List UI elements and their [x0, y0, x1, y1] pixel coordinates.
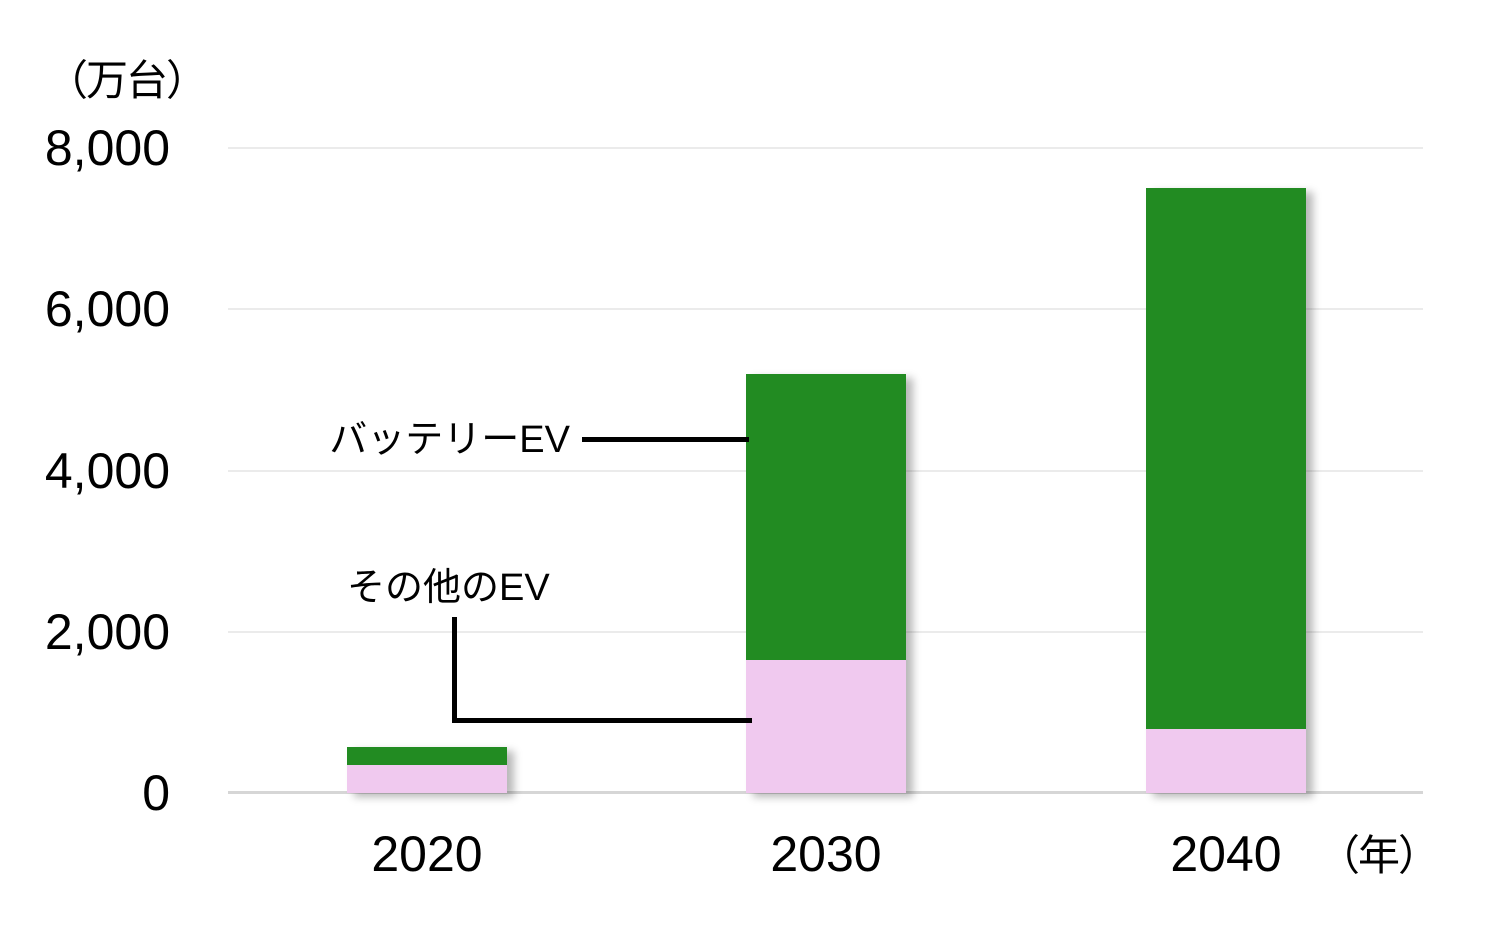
- x-tick-label: 2030: [770, 826, 882, 882]
- gridline: [228, 308, 1423, 311]
- bar-segment-battery-ev: [347, 747, 507, 765]
- bar-segment-battery-ev: [1146, 188, 1306, 729]
- y-axis-unit-label: （万台）: [46, 57, 208, 104]
- bar-segment-other-ev: [347, 764, 507, 793]
- battery-ev-connector-line: [582, 437, 749, 442]
- other-ev-connector-line-horizontal: [452, 718, 752, 723]
- bar-column-2030: [746, 373, 906, 793]
- other-ev-connector-line-vertical: [452, 617, 457, 723]
- x-tick-label: 2040: [1170, 826, 1282, 882]
- y-tick-label: 6,000: [44, 281, 170, 338]
- y-tick-label: 8,000: [44, 120, 170, 176]
- bar-segment-battery-ev: [746, 373, 906, 660]
- bar-column-2020: [347, 747, 507, 793]
- bar-column-2040: [1146, 188, 1306, 793]
- y-tick-label: 4,000: [44, 442, 170, 499]
- series-label-other-ev: その他のEV: [347, 567, 550, 609]
- y-tick-label: 2,000: [44, 603, 170, 660]
- x-tick-label: 2020: [371, 826, 483, 882]
- x-axis-unit-label: （年）: [1318, 832, 1440, 879]
- bar-segment-other-ev: [1146, 728, 1306, 793]
- y-tick-label: 0: [142, 765, 170, 821]
- bar-segment-other-ev: [746, 659, 906, 793]
- gridline: [228, 147, 1423, 149]
- series-label-battery-ev: バッテリーEV: [329, 419, 570, 461]
